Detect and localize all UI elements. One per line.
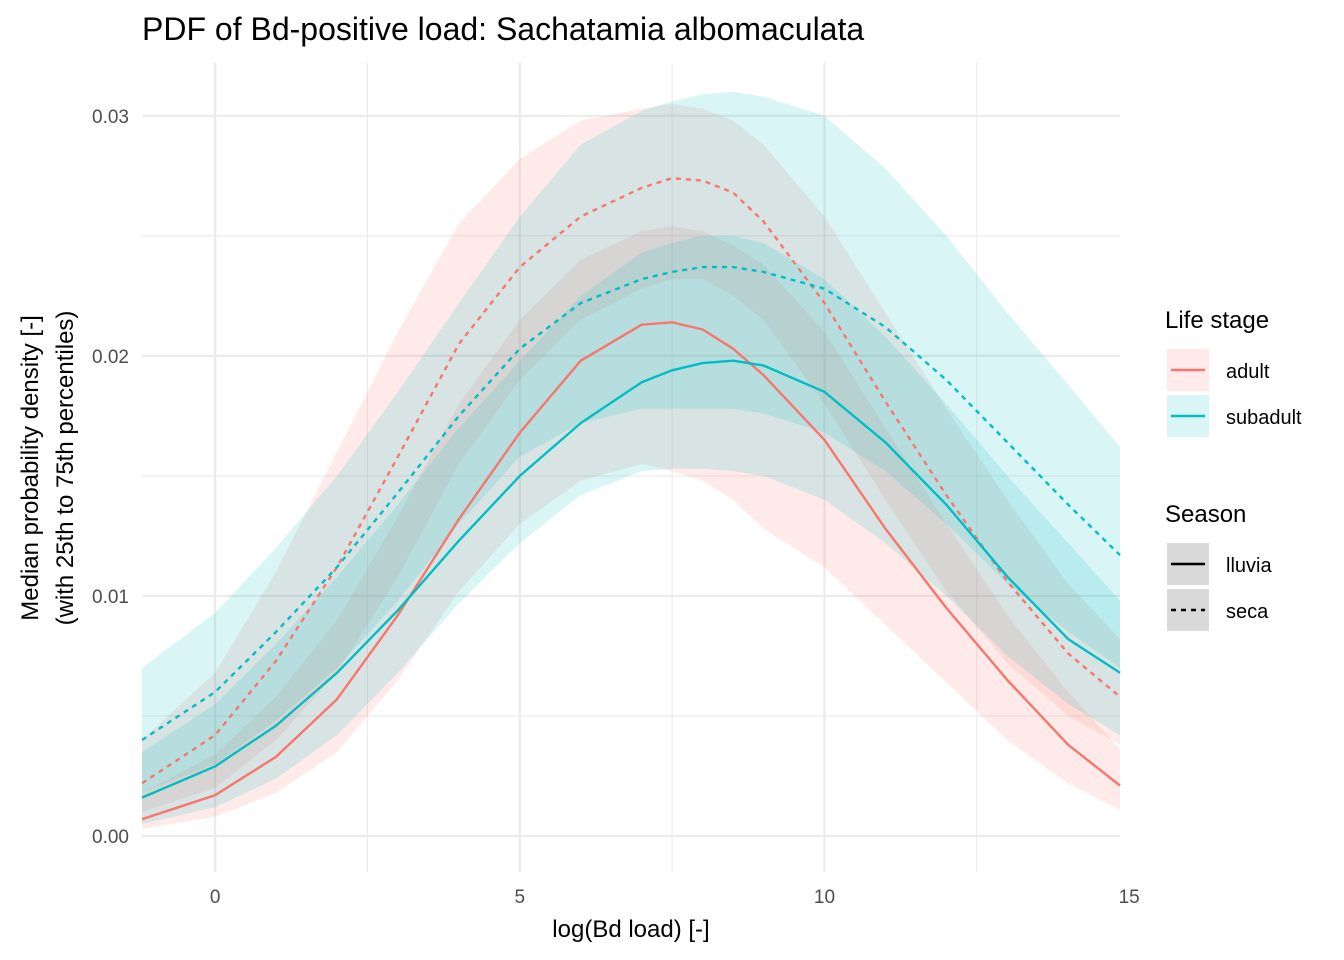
median-line-subadult-lluvia — [141, 359, 1121, 799]
y-axis-label: Median probability density [-] (with 25t… — [17, 311, 79, 626]
x-axis-label: log(Bd load) [-] — [552, 916, 709, 943]
median-line-adult-lluvia — [141, 321, 1121, 821]
y-axis-label-line-1: Median probability density [-] — [17, 315, 44, 620]
y-tick-label: 0.03 — [92, 107, 129, 128]
legend-key-lluvia — [1167, 543, 1209, 585]
x-tick-label: 0 — [210, 887, 221, 908]
x-axis: 0 5 10 15 — [210, 887, 1140, 908]
median-line-subadult-seca — [141, 265, 1121, 742]
ribbon-adult-lluvia — [142, 226, 1120, 829]
legend-key-seca — [1167, 589, 1209, 631]
y-tick-label: 0.01 — [92, 587, 129, 608]
ribbon-subadult-lluvia — [142, 235, 1120, 825]
legend-key-subadult — [1167, 395, 1209, 437]
ribbon-subadult-seca — [142, 91, 1120, 793]
y-axis-label-line-2: (with 25th to 75th percentiles) — [52, 311, 79, 626]
x-tick-label: 15 — [1119, 887, 1140, 908]
median-line-adult-seca — [141, 176, 1121, 785]
legend: Life stage adult subadult Season lluvia … — [1165, 307, 1302, 631]
legend-label-subadult: subadult — [1226, 407, 1302, 429]
legend-key-adult — [1167, 349, 1209, 391]
legend-label-lluvia: lluvia — [1226, 555, 1272, 577]
x-tick-label: 10 — [814, 887, 835, 908]
y-axis: 0.00 0.01 0.02 0.03 — [92, 107, 129, 848]
legend-title-life-stage: Life stage — [1165, 307, 1269, 334]
legend-label-adult: adult — [1226, 361, 1270, 383]
legend-title-season: Season — [1165, 501, 1246, 528]
legend-label-seca: seca — [1226, 601, 1269, 623]
y-tick-label: 0.02 — [92, 347, 129, 368]
chart-title: PDF of Bd-positive load: Sachatamia albo… — [142, 11, 864, 47]
ribbon-adult-seca — [142, 103, 1120, 813]
median-lines — [141, 176, 1121, 821]
y-tick-label: 0.00 — [92, 827, 129, 848]
ribbons — [142, 91, 1120, 829]
grid — [142, 63, 1120, 872]
x-tick-label: 5 — [515, 887, 526, 908]
